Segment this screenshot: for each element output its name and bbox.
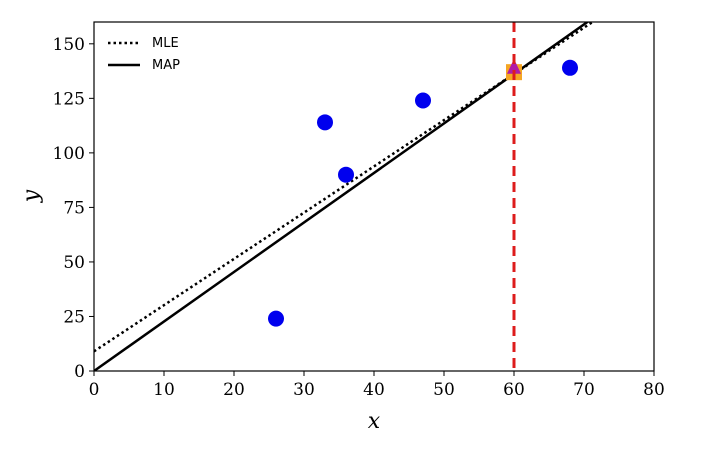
- data-layer: [94, 22, 595, 371]
- legend: MLE MAP: [100, 28, 200, 76]
- y-tick-label: 25: [63, 307, 85, 327]
- y-tick-label: 150: [53, 35, 85, 55]
- y-tick-label: 100: [53, 144, 85, 164]
- y-tick-label: 0: [74, 362, 85, 382]
- x-tick-label: 40: [363, 380, 385, 400]
- x-tick-label: 30: [293, 380, 315, 400]
- x-tick-label: 0: [89, 380, 100, 400]
- x-tick-label: 10: [153, 380, 175, 400]
- y-tick-label: 125: [53, 89, 85, 109]
- data-point: [562, 59, 578, 76]
- data-point: [338, 166, 354, 183]
- legend-box: [100, 28, 200, 76]
- data-point: [268, 310, 284, 327]
- x-tick-label: 20: [223, 380, 245, 400]
- series-line-mle: [94, 22, 595, 353]
- plot-region: [94, 22, 595, 371]
- prediction-triangle-marker: [507, 58, 521, 74]
- axes-layer: 0 10 20 30 40 50 60 70 80 0 25 50 75 100 125 150: [53, 21, 665, 400]
- x-tick-label: 70: [573, 380, 595, 400]
- x-tick-label: 80: [643, 380, 665, 400]
- data-point: [415, 92, 431, 109]
- data-point: [317, 114, 333, 131]
- y-tick-label: 75: [63, 198, 85, 218]
- x-axis-title: x: [368, 409, 381, 434]
- y-tick-label: 50: [63, 253, 85, 273]
- x-tick-label: 60: [503, 380, 525, 400]
- y-axis-title: y: [19, 189, 44, 203]
- x-tick-label: 50: [433, 380, 455, 400]
- legend-mle-label: MLE: [152, 36, 179, 51]
- legend-map-label: MAP: [152, 58, 180, 73]
- series-line-map: [94, 22, 590, 371]
